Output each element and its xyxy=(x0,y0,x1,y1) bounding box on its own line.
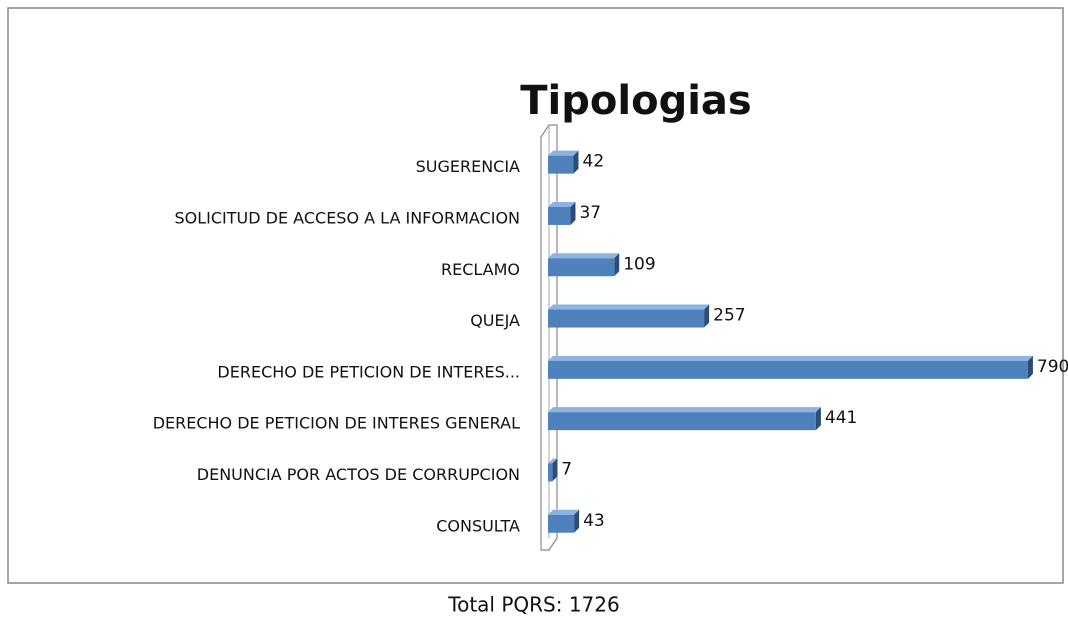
bar-side xyxy=(1027,355,1033,379)
bar xyxy=(548,360,1028,379)
data-label: 109 xyxy=(623,254,655,274)
data-label: 441 xyxy=(825,408,857,428)
bar-top xyxy=(548,253,620,259)
data-label: 257 xyxy=(713,306,745,326)
y-tick-label: DERECHO DE PETICION DE INTERES GENERAL xyxy=(153,414,520,433)
bar-top xyxy=(548,509,580,515)
y-tick-label: SUGERENCIA xyxy=(416,157,520,176)
caption: Total PQRS: 1726 xyxy=(447,593,619,617)
bar-side xyxy=(574,509,580,533)
bar xyxy=(548,309,705,328)
data-label: 7 xyxy=(561,459,572,479)
bar-top xyxy=(548,150,579,156)
y-tick-label: QUEJA xyxy=(470,311,520,330)
bar-top xyxy=(548,201,576,207)
data-label: 37 xyxy=(579,203,601,223)
bar xyxy=(548,206,571,225)
bar-side xyxy=(614,253,620,277)
bar-side xyxy=(815,407,821,431)
bar-top xyxy=(548,304,710,310)
bar xyxy=(548,412,816,431)
chart-frame xyxy=(7,7,1064,584)
data-label: 790 xyxy=(1037,357,1068,377)
bar xyxy=(548,155,574,174)
y-tick-label: DERECHO DE PETICION DE INTERES... xyxy=(217,362,520,381)
data-label: 42 xyxy=(583,152,605,172)
chart-title: Tipologias xyxy=(520,78,751,124)
bar-side xyxy=(573,150,579,174)
y-tick-label: RECLAMO xyxy=(441,260,520,279)
bar-top xyxy=(548,355,1033,361)
bar xyxy=(548,514,575,533)
bar-top xyxy=(548,407,821,413)
bar-top xyxy=(548,458,558,464)
bar-side xyxy=(704,304,710,328)
data-label: 43 xyxy=(583,511,605,531)
y-tick-label: DENUNCIA POR ACTOS DE CORRUPCION xyxy=(197,465,520,484)
bar-side xyxy=(552,458,558,482)
bar xyxy=(548,258,615,277)
bar xyxy=(548,463,553,482)
bar-side xyxy=(570,201,576,225)
y-tick-label: SOLICITUD DE ACCESO A LA INFORMACION xyxy=(175,208,521,227)
y-tick-label: CONSULTA xyxy=(436,516,520,535)
